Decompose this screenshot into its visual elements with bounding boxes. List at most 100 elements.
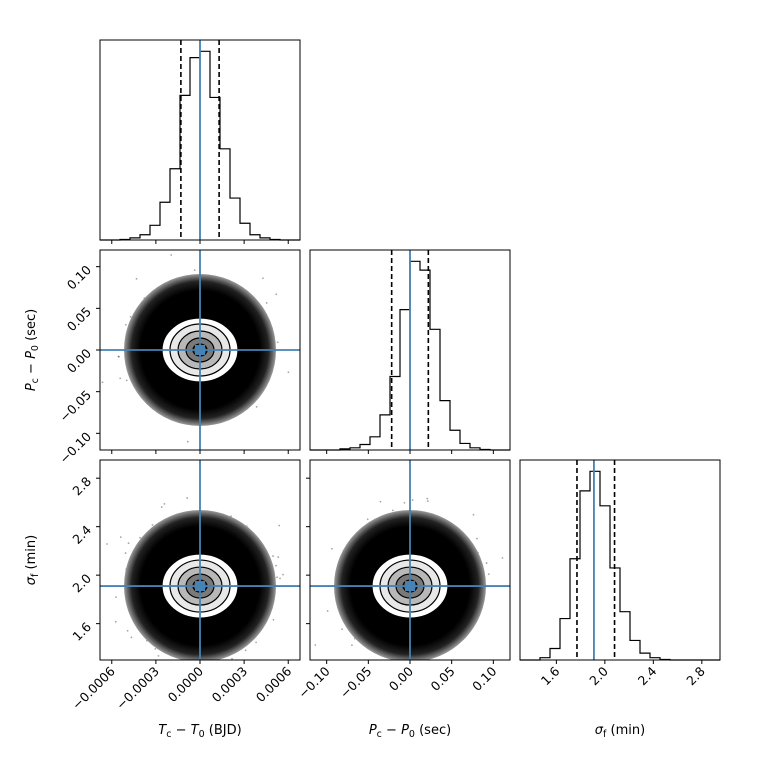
scatter-point: [117, 355, 120, 358]
scatter-point: [403, 501, 406, 504]
hist-step-sf: [520, 470, 720, 661]
density-panel-tc-sf: [94, 459, 301, 669]
scatter-point: [454, 662, 456, 664]
truth-marker: [195, 581, 205, 592]
scatter-point: [193, 269, 196, 272]
scatter-point: [255, 405, 258, 408]
scatter-point: [115, 596, 117, 598]
x-tick-label-pc-3: 0.05: [427, 664, 457, 694]
scatter-point: [94, 590, 96, 592]
x-tick-label-tc-1: −0.0003: [113, 664, 162, 713]
scatter-point: [183, 237, 185, 239]
scatter-point: [476, 537, 478, 540]
scatter-point: [276, 341, 279, 344]
scatter-point: [330, 547, 333, 550]
scatter-point: [278, 524, 281, 527]
scatter-point: [326, 610, 329, 612]
y-tick-label-sf-3: 2.8: [69, 474, 94, 499]
scatter-point: [129, 315, 132, 318]
scatter-point: [101, 381, 104, 384]
y-tick-label-sf-0: 1.6: [69, 619, 94, 644]
x-axis-label-pc: Pc − P0 (sec): [369, 723, 451, 740]
scatter-point: [276, 576, 278, 579]
y-tick-label-pc-0: −0.10: [56, 429, 94, 467]
hist-panel-pc: [309, 249, 511, 454]
x-tick-label-sf-1: 2.0: [586, 663, 611, 688]
x-tick-label-tc-0: −0.0006: [69, 663, 118, 712]
truth-marker: [405, 581, 415, 592]
x-axis-label-tc: Tc − T0 (BJD): [158, 723, 241, 740]
scatter-point: [426, 497, 429, 500]
scatter-point: [275, 293, 278, 296]
scatter-point: [151, 524, 154, 526]
x-tick-label-sf-3: 2.8: [683, 663, 708, 688]
scatter-point: [282, 573, 284, 576]
x-tick-label-sf-2: 2.4: [635, 663, 660, 688]
x-tick-label-tc-3: 0.0003: [209, 664, 251, 706]
scatter-point: [127, 542, 130, 545]
scatter-point: [139, 536, 141, 539]
scatter-point: [119, 536, 122, 539]
scatter-point: [163, 503, 166, 505]
density-panel-tc-pc: [96, 237, 301, 454]
scatter-point: [351, 644, 353, 647]
x-tick-label-pc-4: 0.10: [469, 663, 499, 693]
scatter-point: [126, 629, 129, 632]
y-tick-label-pc-1: −0.05: [56, 387, 94, 425]
scatter-point: [154, 647, 157, 650]
x-tick-label-pc-0: −0.10: [295, 663, 333, 701]
scatter-point: [119, 377, 122, 380]
y-tick-label-pc-4: 0.10: [64, 262, 94, 292]
density-panel-pc-sf: [306, 459, 511, 687]
scatter-point: [391, 509, 394, 512]
scatter-point: [379, 500, 382, 503]
scatter-point: [186, 497, 189, 499]
scatter-point: [472, 513, 475, 516]
scatter-point: [426, 500, 429, 502]
scatter-point: [411, 499, 414, 501]
scatter-point: [114, 620, 117, 623]
scatter-point: [419, 685, 421, 687]
y-axis-label-sf: σf (min): [24, 535, 41, 585]
scatter-point: [314, 644, 317, 646]
scatter-point: [272, 618, 275, 621]
scatter-point: [130, 636, 133, 639]
x-tick-label-pc-1: −0.05: [337, 664, 375, 702]
scatter-point: [275, 564, 277, 567]
scatter-point: [124, 552, 127, 554]
x-axis-label-sf: σf (min): [595, 723, 645, 740]
scatter-point: [487, 573, 490, 576]
scatter-point: [265, 302, 268, 304]
y-tick-label-sf-2: 2.4: [69, 522, 94, 547]
scatter-point: [255, 641, 257, 644]
scatter-point: [287, 371, 290, 374]
truth-marker: [195, 345, 205, 355]
panel-frame: [519, 459, 721, 661]
scatter-point: [272, 555, 274, 557]
hist-panel-sf: [519, 459, 721, 664]
scatter-point: [501, 557, 504, 559]
hist-panel-tc: [99, 39, 301, 244]
x-tick-label-tc-2: 0.0000: [165, 663, 207, 705]
y-axis-label-pc: Pc − P0 (sec): [24, 309, 41, 391]
scatter-point: [157, 654, 160, 657]
scatter-point: [244, 649, 247, 652]
scatter-point: [124, 323, 127, 326]
scatter-point: [118, 355, 120, 358]
scatter-point: [485, 562, 488, 564]
x-tick-label-tc-4: 0.0006: [253, 663, 295, 705]
scatter-point: [277, 556, 280, 558]
scatter-point: [170, 254, 173, 256]
scatter-point: [186, 440, 189, 443]
scatter-point: [106, 543, 108, 545]
y-tick-label-sf-1: 2.0: [69, 571, 94, 596]
scatter-point: [223, 667, 225, 669]
y-tick-label-pc-2: 0.00: [64, 345, 94, 375]
scatter-point: [341, 628, 343, 631]
scatter-point: [125, 379, 128, 382]
scatter-point: [262, 277, 264, 280]
scatter-point: [231, 657, 233, 660]
x-tick-label-sf-0: 1.6: [538, 663, 563, 688]
scatter-point: [160, 506, 163, 508]
